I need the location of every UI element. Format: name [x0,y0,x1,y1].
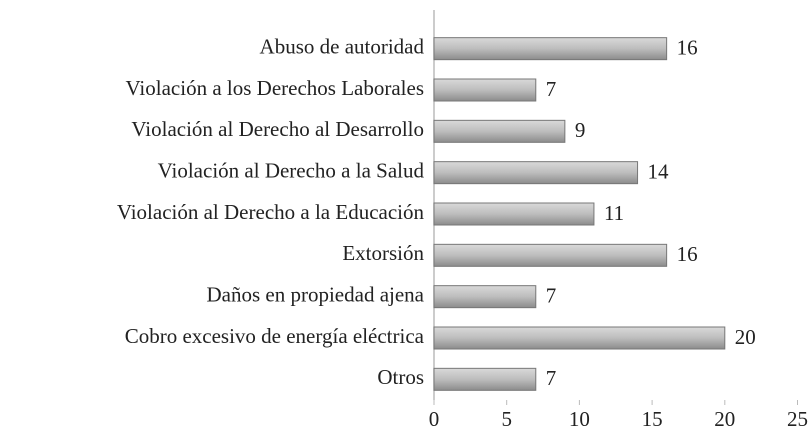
y-tick-label: Violación al Derecho a la Salud [158,158,425,182]
data-label: 14 [648,159,670,183]
data-label: 7 [546,366,557,390]
y-tick-label: Cobro excesivo de energía eléctrica [125,324,425,348]
data-label: 16 [677,35,698,59]
bar [433,202,595,226]
y-tick-label: Violación al Derecho a la Educación [117,200,425,224]
y-tick-label: Extorsión [342,241,424,265]
bar [433,367,537,391]
data-label: 16 [677,242,698,266]
x-tick-label: 10 [569,407,590,431]
bar [433,37,668,61]
data-label: 7 [546,77,557,101]
y-tick-label: Abuso de autoridad [260,34,425,58]
x-tick-label: 20 [714,407,735,431]
data-label: 7 [546,283,557,307]
y-tick-label: Violación al Derecho al Desarrollo [131,117,424,141]
x-tick-label: 5 [501,407,512,431]
y-tick-label: Violación a los Derechos Laborales [126,76,424,100]
bar [433,119,566,143]
bar [433,161,639,185]
x-tick-label: 15 [642,407,663,431]
y-tick-label: Otros [377,365,424,389]
bar [433,285,537,309]
data-label: 9 [575,118,586,142]
x-tick-label: 0 [429,407,440,431]
data-label: 20 [735,325,756,349]
data-label: 11 [604,201,624,225]
bar [433,78,537,102]
y-tick-label: Daños en propiedad ajena [207,282,425,306]
bar [433,326,726,350]
x-tick-label: 25 [787,407,808,431]
bar [433,243,668,267]
